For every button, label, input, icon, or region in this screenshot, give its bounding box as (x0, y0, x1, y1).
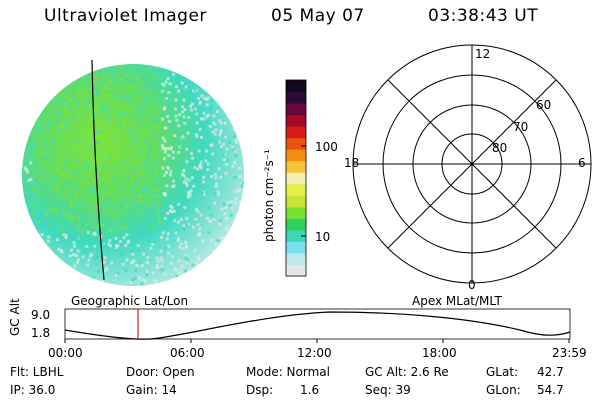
ip-info: IP: 36.0 (10, 383, 56, 397)
orbit-ytick-high: 9.0 (31, 308, 51, 322)
uv-image (22, 64, 244, 286)
colorbar-band (286, 183, 306, 196)
colorbar-band (286, 103, 306, 116)
lat-label-80: 80 (492, 141, 508, 155)
gc-alt-info: GC Alt: 2.6 Re (365, 365, 449, 379)
colorbar-band (286, 195, 306, 208)
lat-label-60: 60 (536, 98, 552, 112)
colorbar-band (286, 218, 306, 231)
polar-plot (352, 44, 592, 284)
glat-value: 42.7 (537, 365, 564, 379)
colorbar-band (286, 149, 306, 162)
lat-label-70: 70 (513, 120, 529, 134)
colorbar-band (286, 264, 306, 277)
orbit-xtick-1800: 18:00 (422, 346, 457, 360)
colorbar-band (286, 172, 306, 185)
colorbar-unit-label: photon cm⁻²s⁻¹ (262, 149, 276, 242)
colorbar-band (286, 114, 306, 127)
colorbar-band (286, 206, 306, 219)
orbit-xtick-1200: 12:00 (297, 346, 332, 360)
colorbar-band (286, 80, 306, 93)
glon-label: GLon: (486, 383, 521, 397)
glon-value: 54.7 (537, 383, 564, 397)
terminator-line (91, 59, 105, 281)
polar-caption: Apex MLat/MLT (412, 294, 502, 308)
colorbar-band (286, 241, 306, 254)
colorbar-tick-100: 100 (315, 140, 338, 154)
orbit-ytick-low: 1.8 (31, 326, 51, 340)
orbit-plot (64, 308, 571, 343)
filter-info: Flt: LBHL (10, 365, 64, 379)
mlt-label-0: 0 (468, 278, 476, 292)
dsp-label: Dsp: (246, 383, 274, 397)
colorbar-band (286, 137, 306, 150)
date-label: 05 May 07 (271, 6, 365, 26)
colorbar-band (286, 160, 306, 173)
image-caption: Geographic Lat/Lon (71, 294, 189, 308)
mlt-label-12: 12 (475, 47, 491, 61)
dsp-value: 1.6 (300, 383, 320, 397)
orbit-xtick-2359: 23:59 (552, 346, 587, 360)
gc-alt-axis-label: GC Alt (8, 298, 22, 336)
colorbar-tick-10: 10 (315, 230, 331, 244)
instrument-title: Ultraviolet Imager (44, 6, 207, 26)
colorbar-band (286, 252, 306, 265)
time-label: 03:38:43 UT (428, 6, 539, 26)
colorbar (285, 79, 307, 277)
mode-info: Mode: Normal (246, 365, 330, 379)
door-info: Door: Open (126, 365, 195, 379)
mlt-label-6: 6 (578, 156, 586, 170)
colorbar-band (286, 229, 306, 242)
colorbar-band (286, 91, 306, 104)
glat-label: GLat: (486, 365, 519, 379)
colorbar-band (286, 126, 306, 139)
orbit-xtick-0600: 06:00 (170, 346, 205, 360)
seq-info: Seq: 39 (365, 383, 411, 397)
mlt-label-18: 18 (344, 156, 360, 170)
gain-info: Gain: 14 (126, 383, 177, 397)
orbit-xtick-0000: 00:00 (48, 346, 83, 360)
